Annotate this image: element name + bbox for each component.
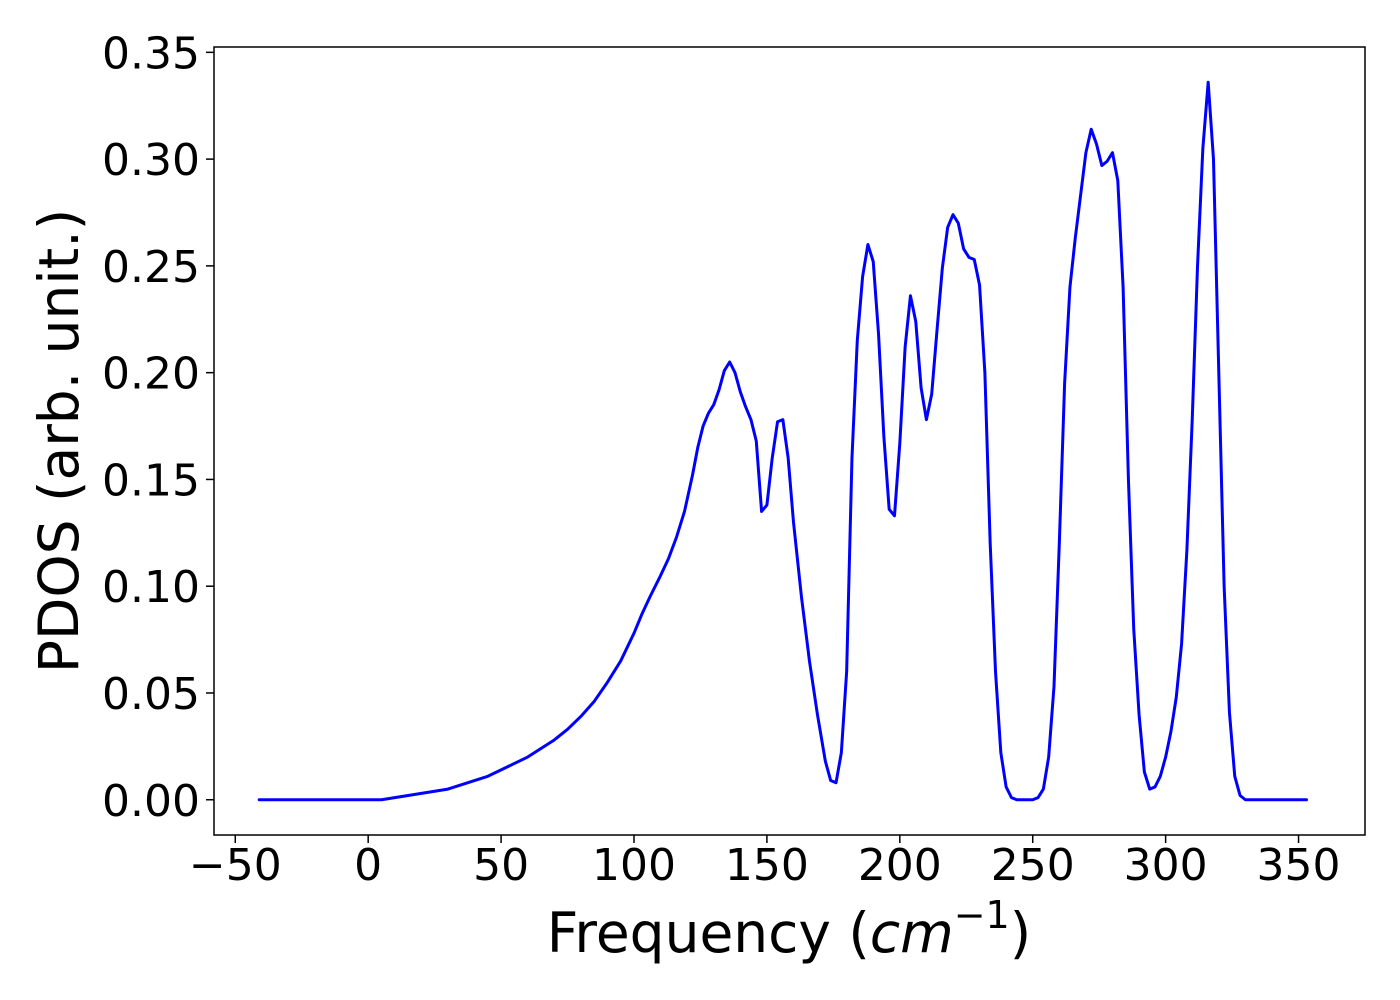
y-tick-label: 0.30	[102, 135, 200, 186]
x-tick-label: 300	[1124, 840, 1208, 891]
x-axis-label-unit: cm	[870, 901, 954, 965]
y-tick-label: 0.25	[102, 242, 200, 293]
y-axis-label: PDOS (arb. unit.)	[27, 209, 91, 673]
y-tick-label: 0.00	[102, 776, 200, 827]
y-tick-label: 0.10	[102, 562, 200, 613]
y-axis: 0.00 0.05 0.10 0.15 0.20 0.25 0.30 0.35	[102, 28, 214, 827]
x-tick-label: 100	[592, 840, 676, 891]
x-tick-label: 200	[858, 840, 942, 891]
y-tick-label: 0.20	[102, 349, 200, 400]
x-axis: −50 0 50 100 150 200 250 300 350	[189, 835, 1341, 891]
x-tick-label: 0	[354, 840, 382, 891]
y-tick-label: 0.35	[102, 28, 200, 79]
x-tick-label: 350	[1257, 840, 1341, 891]
x-axis-label-exponent: −1	[954, 893, 1010, 937]
x-tick-label: 250	[991, 840, 1075, 891]
x-tick-label: −50	[189, 840, 282, 891]
x-axis-label-suffix: )	[1010, 901, 1031, 965]
y-tick-label: 0.05	[102, 669, 200, 720]
plot-area-frame	[213, 46, 1366, 836]
y-tick-label: 0.15	[102, 455, 200, 506]
x-tick-label: 150	[725, 840, 809, 891]
x-axis-label: Frequency (cm−1)	[547, 893, 1031, 965]
x-tick-label: 50	[473, 840, 529, 891]
x-axis-label-prefix: Frequency (	[547, 901, 870, 965]
pdos-series-line	[257, 80, 1309, 802]
series-layer	[257, 80, 1309, 802]
